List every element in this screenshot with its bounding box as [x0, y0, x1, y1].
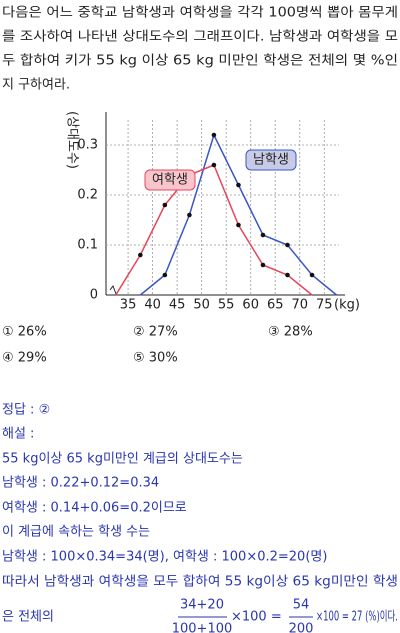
numerator: 34+20 — [180, 598, 224, 613]
point — [260, 262, 266, 268]
numerator: 54 — [293, 598, 310, 613]
choice[interactable]: ① 26% — [2, 325, 47, 340]
point — [187, 212, 192, 218]
legend-box — [245, 149, 297, 171]
point — [162, 272, 168, 278]
x-unit: (kg) — [334, 298, 360, 313]
point — [260, 232, 266, 238]
solution-line: 해설 : — [2, 427, 34, 442]
legend-box — [144, 169, 196, 191]
solution-text: ×100 = — [231, 610, 282, 625]
solution-line: 남학생 : 0.22+0.12=0.34 — [2, 476, 159, 491]
choice[interactable]: ② 27% — [133, 325, 178, 340]
x-tick-label: 55 — [218, 298, 235, 313]
denominator: 200 — [289, 622, 314, 633]
point — [309, 272, 315, 278]
y-tick-label: 0 — [90, 288, 98, 303]
problem-line: 지 구하여라. — [2, 78, 70, 93]
x-tick-label: 45 — [169, 298, 186, 313]
problem-line: 를 조사하여 나타낸 상대도수의 그래프이다. 남학생과 여학생을 모 — [2, 30, 398, 45]
x-tick-label: 75 — [316, 298, 333, 313]
problem-line: 두 합하여 키가 55 kg 이상 65 kg 미만인 학생은 전체의 몇 %인 — [2, 54, 398, 69]
solution-line: 남학생 : 100×0.34=34(명), 여학생 : 100×0.2=20(명… — [2, 550, 327, 565]
y-tick-label: 0.2 — [77, 188, 98, 203]
y-axis-label: (상대도수) — [65, 111, 80, 169]
choice[interactable]: ③ 28% — [268, 325, 313, 340]
point — [236, 222, 241, 228]
x-tick-label: 40 — [144, 298, 161, 313]
solution-line: 여학생 : 0.14+0.06=0.2이므로 — [2, 501, 187, 516]
solution-text: ×100 = 27 (%)이다. — [316, 610, 398, 625]
x-tick-label: 65 — [267, 298, 284, 313]
problem-line: 다음은 어느 중학교 남학생과 여학생을 각각 100명씩 뽑아 몸무게 — [2, 6, 398, 21]
solution-line: 이 계급에 속하는 학생 수는 — [2, 525, 150, 540]
point — [138, 252, 143, 258]
point — [285, 272, 290, 278]
point — [285, 242, 290, 248]
choice[interactable]: ⑤ 30% — [133, 351, 178, 366]
legend-label: 남학생 — [253, 153, 289, 168]
point — [162, 202, 168, 208]
x-tick-label: 50 — [193, 298, 210, 313]
denominator: 100+100 — [172, 622, 233, 633]
solution-text: 은 전체의 — [2, 610, 54, 625]
y-tick-label: 0.3 — [77, 138, 98, 153]
solution-line: 따라서 남학생과 여학생을 모두 합하여 55 kg이상 65 kg미만인 학생 — [2, 575, 398, 590]
y-tick-label: 0.1 — [77, 238, 98, 253]
x-tick-label: 60 — [242, 298, 259, 313]
point — [211, 162, 217, 168]
solution-line: 정답 : ② — [2, 403, 50, 418]
x-tick-label: 35 — [120, 298, 137, 313]
solution-line: 55 kg이상 65 kg미만인 계급의 상대도수는 — [2, 452, 243, 467]
x-tick-label: 70 — [291, 298, 308, 313]
legend-label: 여학생 — [152, 173, 188, 188]
series-line — [139, 132, 338, 296]
point — [211, 132, 217, 138]
choice[interactable]: ④ 29% — [2, 351, 47, 366]
point — [236, 182, 241, 188]
